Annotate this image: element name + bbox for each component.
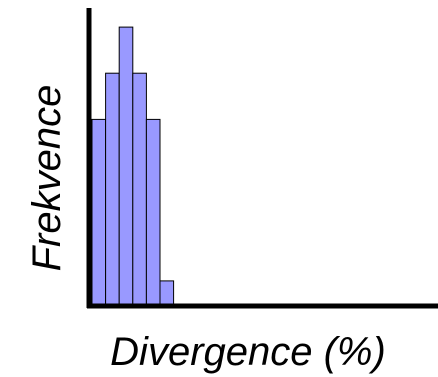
- x-axis-label: Divergence (%): [110, 330, 386, 374]
- histogram-bar: [145, 118, 161, 305]
- histogram-bar: [91, 118, 107, 305]
- histogram-bar: [159, 280, 175, 305]
- histogram-bar: [118, 26, 134, 305]
- histogram-bar: [132, 72, 147, 305]
- bars-group: [91, 26, 175, 305]
- histogram-bar: [105, 72, 120, 305]
- y-axis-label: Frekvence: [25, 85, 69, 272]
